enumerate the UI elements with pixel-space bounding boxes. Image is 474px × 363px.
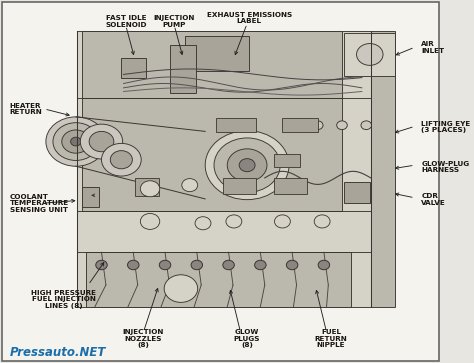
- Circle shape: [101, 143, 141, 176]
- Circle shape: [314, 215, 330, 228]
- Bar: [121, 58, 146, 78]
- Circle shape: [255, 260, 266, 270]
- Circle shape: [62, 130, 90, 153]
- Bar: [273, 178, 307, 194]
- Text: CDR
VALVE: CDR VALVE: [421, 193, 446, 206]
- Bar: [344, 182, 370, 203]
- Circle shape: [227, 149, 267, 182]
- Bar: [223, 178, 256, 194]
- Text: INJECTION
PUMP: INJECTION PUMP: [154, 15, 195, 28]
- Bar: [283, 118, 318, 132]
- Circle shape: [226, 215, 242, 228]
- Text: EXHAUST EMISSIONS
LABEL: EXHAUST EMISSIONS LABEL: [207, 12, 292, 24]
- Text: HIGH PRESSURE
FUEL INJECTION
LINES (8): HIGH PRESSURE FUEL INJECTION LINES (8): [31, 290, 97, 309]
- Bar: [82, 98, 342, 211]
- Circle shape: [96, 260, 107, 270]
- Circle shape: [274, 215, 291, 228]
- Bar: [135, 178, 159, 196]
- Text: FAST IDLE
SOLENOID: FAST IDLE SOLENOID: [105, 15, 146, 28]
- Circle shape: [312, 121, 323, 130]
- Circle shape: [337, 121, 347, 130]
- Text: COOLANT
TEMPERATURE
SENSING UNIT: COOLANT TEMPERATURE SENSING UNIT: [9, 193, 69, 213]
- Circle shape: [164, 275, 198, 302]
- Circle shape: [80, 124, 123, 159]
- Bar: [273, 154, 300, 167]
- Circle shape: [223, 260, 234, 270]
- Text: Pressauto.NET: Pressauto.NET: [9, 346, 106, 359]
- Bar: [82, 187, 99, 207]
- Bar: [86, 252, 351, 307]
- Circle shape: [195, 217, 211, 230]
- Text: FUEL
RETURN
NIPPLE: FUEL RETURN NIPPLE: [315, 329, 347, 348]
- Circle shape: [318, 260, 329, 270]
- Circle shape: [361, 121, 372, 130]
- Circle shape: [159, 260, 171, 270]
- Circle shape: [71, 137, 81, 146]
- Bar: [170, 45, 196, 93]
- Circle shape: [89, 131, 114, 152]
- Circle shape: [214, 138, 280, 192]
- Circle shape: [286, 260, 298, 270]
- Bar: [82, 31, 342, 98]
- Text: GLOW
PLUGS
(8): GLOW PLUGS (8): [234, 329, 260, 348]
- Text: HEATER
RETURN: HEATER RETURN: [9, 102, 43, 115]
- Circle shape: [128, 260, 139, 270]
- Bar: [216, 118, 256, 132]
- Circle shape: [356, 44, 383, 65]
- Circle shape: [182, 179, 198, 192]
- Bar: [77, 31, 371, 307]
- Text: LIFTING EYE
(3 PLACES): LIFTING EYE (3 PLACES): [421, 121, 471, 134]
- Circle shape: [140, 181, 160, 197]
- Text: INJECTION
NOZZLES
(8): INJECTION NOZZLES (8): [123, 329, 164, 348]
- Circle shape: [191, 260, 202, 270]
- Circle shape: [239, 159, 255, 172]
- Circle shape: [46, 117, 106, 166]
- Circle shape: [140, 213, 160, 229]
- Bar: [185, 36, 249, 71]
- Bar: [371, 31, 395, 307]
- Text: AIR
INLET: AIR INLET: [421, 41, 445, 54]
- Text: GLOW-PLUG
HARNESS: GLOW-PLUG HARNESS: [421, 160, 470, 174]
- Circle shape: [205, 131, 289, 200]
- Circle shape: [110, 151, 132, 169]
- Circle shape: [53, 123, 99, 160]
- Bar: [344, 33, 395, 76]
